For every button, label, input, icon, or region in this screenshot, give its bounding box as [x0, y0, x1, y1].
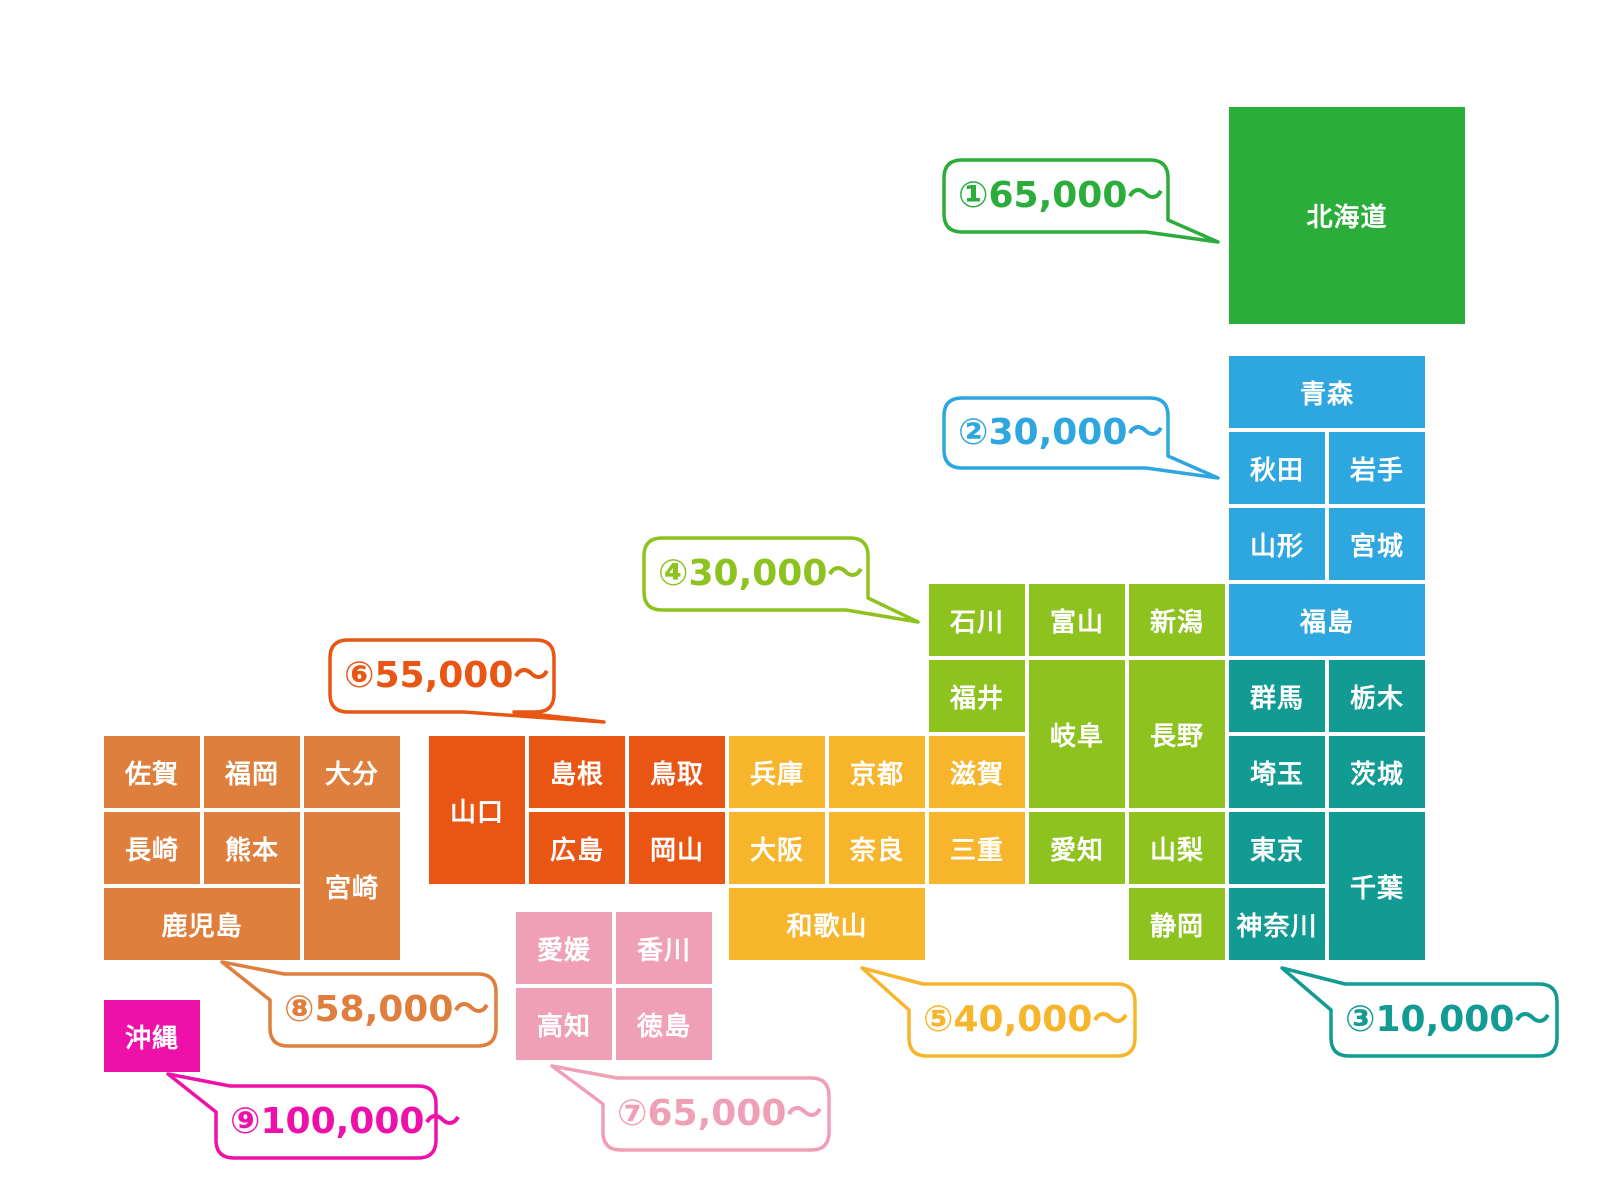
prefecture-tokushima[interactable]: 徳島 — [616, 988, 712, 1060]
prefecture-miyagi[interactable]: 宮城 — [1329, 508, 1425, 580]
callout-bubble-kyushu — [220, 960, 498, 1048]
prefecture-fukuoka[interactable]: 福岡 — [204, 736, 300, 808]
prefecture-gunma[interactable]: 群馬 — [1229, 660, 1325, 732]
prefecture-okinawa[interactable]: 沖縄 — [104, 1000, 200, 1072]
prefecture-oita[interactable]: 大分 — [304, 736, 400, 808]
prefecture-fukui[interactable]: 福井 — [929, 660, 1025, 732]
prefecture-kumamoto[interactable]: 熊本 — [204, 812, 300, 884]
prefecture-hyogo[interactable]: 兵庫 — [729, 736, 825, 808]
price-label-chugoku: ⑥55,000～ — [344, 655, 550, 696]
prefecture-toyama[interactable]: 富山 — [1029, 584, 1125, 656]
price-label-okinawa: ⑨100,000～ — [230, 1101, 461, 1142]
price-label-chubu: ④30,000～ — [658, 553, 864, 594]
prefecture-ehime[interactable]: 愛媛 — [516, 912, 612, 984]
prefecture-miyazaki[interactable]: 宮崎 — [304, 812, 400, 960]
prefecture-fukushima[interactable]: 福島 — [1229, 584, 1425, 656]
price-label-hokkaido: ①65,000～ — [958, 175, 1164, 216]
prefecture-tottori[interactable]: 鳥取 — [629, 736, 725, 808]
price-label-shikoku: ⑦65,000～ — [617, 1093, 823, 1134]
callout-bubble-kanto — [1280, 966, 1559, 1058]
prefecture-kagoshima[interactable]: 鹿児島 — [104, 888, 300, 960]
prefecture-iwate[interactable]: 岩手 — [1329, 432, 1425, 504]
price-label-kinki: ⑤40,000～ — [923, 999, 1129, 1040]
prefecture-tokyo[interactable]: 東京 — [1229, 812, 1325, 884]
prefecture-yamanashi[interactable]: 山梨 — [1129, 812, 1225, 884]
prefecture-hiroshima[interactable]: 広島 — [529, 812, 625, 884]
callout-bubble-chugoku — [328, 638, 606, 724]
callout-bubble-tohoku — [942, 396, 1220, 480]
prefecture-nara[interactable]: 奈良 — [829, 812, 925, 884]
prefecture-tochigi[interactable]: 栃木 — [1329, 660, 1425, 732]
prefecture-kanagawa[interactable]: 神奈川 — [1229, 888, 1325, 960]
callout-bubble-okinawa — [166, 1072, 438, 1160]
prefecture-saitama[interactable]: 埼玉 — [1229, 736, 1325, 808]
price-label-kanto: ③10,000～ — [1345, 999, 1551, 1040]
prefecture-kyoto[interactable]: 京都 — [829, 736, 925, 808]
price-label-kyushu: ⑧58,000～ — [284, 989, 490, 1030]
callout-bubble-shikoku — [550, 1064, 831, 1152]
price-label-tohoku: ②30,000～ — [958, 412, 1164, 453]
prefecture-gifu[interactable]: 岐阜 — [1029, 660, 1125, 808]
prefecture-niigata[interactable]: 新潟 — [1129, 584, 1225, 656]
callout-bubble-kinki — [860, 966, 1137, 1058]
prefecture-osaka[interactable]: 大阪 — [729, 812, 825, 884]
prefecture-saga[interactable]: 佐賀 — [104, 736, 200, 808]
prefecture-chiba[interactable]: 千葉 — [1329, 812, 1425, 960]
prefecture-yamaguchi[interactable]: 山口 — [429, 736, 525, 884]
prefecture-akita[interactable]: 秋田 — [1229, 432, 1325, 504]
prefecture-shizuoka[interactable]: 静岡 — [1129, 888, 1225, 960]
prefecture-mie[interactable]: 三重 — [929, 812, 1025, 884]
prefecture-shiga[interactable]: 滋賀 — [929, 736, 1025, 808]
prefecture-aichi[interactable]: 愛知 — [1029, 812, 1125, 884]
prefecture-nagano[interactable]: 長野 — [1129, 660, 1225, 808]
callout-bubble-chubu — [642, 536, 920, 624]
prefecture-wakayama[interactable]: 和歌山 — [729, 888, 925, 960]
prefecture-ibaraki[interactable]: 茨城 — [1329, 736, 1425, 808]
prefecture-hokkaido[interactable]: 北海道 — [1229, 107, 1465, 324]
prefecture-nagasaki[interactable]: 長崎 — [104, 812, 200, 884]
prefecture-shimane[interactable]: 島根 — [529, 736, 625, 808]
prefecture-kochi[interactable]: 高知 — [516, 988, 612, 1060]
prefecture-okayama[interactable]: 岡山 — [629, 812, 725, 884]
callout-bubble-hokkaido — [942, 158, 1220, 244]
prefecture-ishikawa[interactable]: 石川 — [929, 584, 1025, 656]
prefecture-yamagata[interactable]: 山形 — [1229, 508, 1325, 580]
prefecture-aomori[interactable]: 青森 — [1229, 356, 1425, 428]
prefecture-kagawa[interactable]: 香川 — [616, 912, 712, 984]
